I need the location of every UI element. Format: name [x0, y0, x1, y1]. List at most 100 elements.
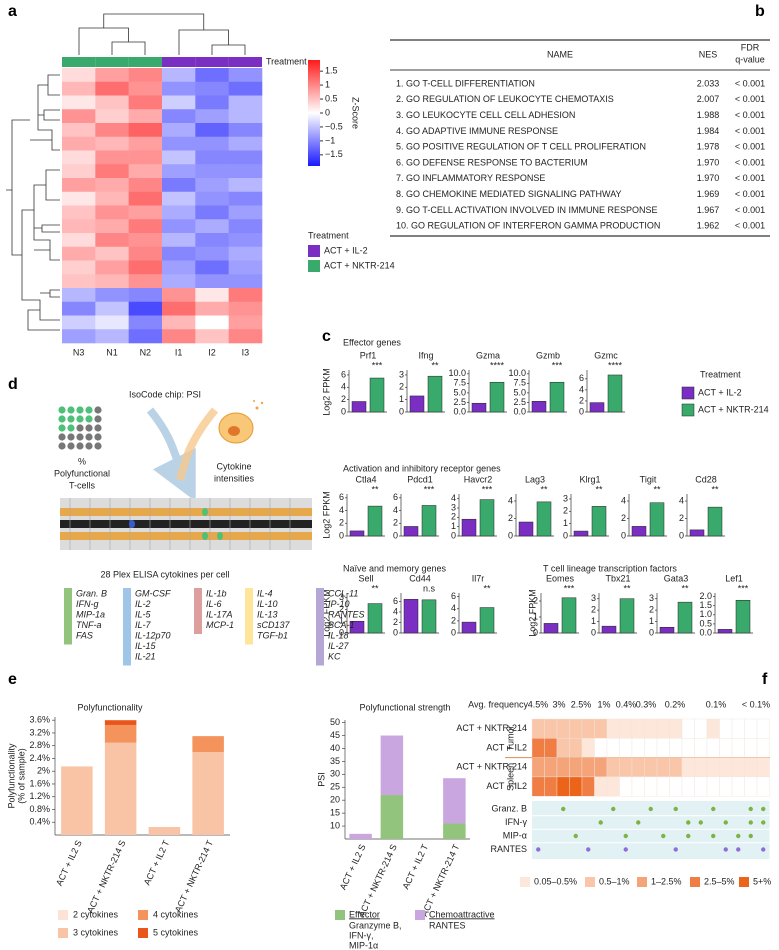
- cytokine-name: IL-18: [328, 630, 349, 640]
- bar: [409, 395, 425, 413]
- section-title: T cell lineage transcription factors: [543, 563, 677, 573]
- heatmap-cell: [162, 301, 196, 316]
- legend-swatch: [335, 910, 345, 920]
- cytokine-dot: [673, 806, 678, 812]
- bar: [707, 506, 723, 537]
- x-tick-label: ACT + IL2 T: [401, 842, 431, 891]
- heatmap-cell: [195, 329, 229, 344]
- cytokine-label: MIP-α: [503, 830, 527, 840]
- y-tick-label: 2: [393, 518, 398, 528]
- heatmap-cell: [62, 205, 96, 220]
- heatmap-cell: [162, 219, 196, 234]
- gene-label: Lag3: [525, 474, 545, 484]
- heatmap-cell: [162, 246, 196, 261]
- frequency-cell: [581, 738, 595, 758]
- section-title: Naïve and memory genes: [343, 563, 447, 573]
- cytokine-dot: [723, 820, 728, 825]
- frequency-cell: [531, 776, 545, 797]
- cytokine-dot: [698, 820, 703, 825]
- heatmap-cell: [128, 329, 163, 344]
- y-tick-label: 2: [451, 512, 456, 522]
- frequency-cell: [631, 738, 645, 758]
- legend-swatch: [58, 910, 68, 920]
- bar: [717, 629, 733, 634]
- y-tick-label: 0: [533, 627, 538, 637]
- x-tick-label: ACT + IL2 S: [54, 839, 84, 888]
- y-tick-label: 2.4%: [29, 753, 50, 763]
- frequency-cell: [531, 718, 545, 739]
- bar: [403, 599, 419, 634]
- heatmap-cell: [195, 246, 229, 261]
- treatment-bar: [195, 57, 229, 67]
- y-tick-label: 0: [649, 627, 654, 637]
- heatmap-cell: [62, 123, 96, 138]
- table-cell: 2.033: [697, 78, 720, 88]
- heatmap-cell: [228, 164, 263, 179]
- bar: [421, 505, 437, 537]
- treatment-bar: [162, 57, 196, 67]
- gene-label: Havcr2: [464, 474, 493, 484]
- bar: [427, 375, 443, 413]
- column-label: N2: [140, 347, 152, 357]
- frequency-cell: [669, 757, 683, 778]
- heatmap-cell: [62, 191, 96, 206]
- heatmap-cell: [62, 136, 96, 151]
- heatmap-cell: [62, 301, 96, 316]
- frequency-cell: [744, 776, 758, 797]
- bar-segment: [104, 724, 137, 743]
- y-axis-label: Log2 FPKM: [527, 589, 537, 637]
- heatmap-cell: [228, 68, 263, 83]
- heatmap-cell: [162, 150, 196, 165]
- colorbar-tick-label: 0.5: [325, 93, 338, 103]
- heatmap-cell: [162, 136, 196, 151]
- cytokine-name: CCL-11: [328, 588, 358, 598]
- heatmap-cell: [228, 260, 263, 275]
- y-tick-label: 4: [579, 384, 584, 394]
- y-tick-label: 3: [451, 502, 456, 512]
- table-cell: 1.962: [697, 221, 720, 231]
- table-cell: 5. GO POSITIVE REGULATION OF T CELL PROL…: [396, 142, 646, 152]
- heatmap-cell: [62, 95, 96, 110]
- heatmap-cell: [62, 68, 96, 83]
- y-tick-label: 2: [591, 605, 596, 615]
- cytokine-name: IL-17A: [206, 609, 233, 619]
- table-header: NAME: [547, 49, 573, 59]
- heatmap-cell: [128, 233, 163, 248]
- y-tick-label: 4: [393, 606, 398, 616]
- frequency-cell: [731, 776, 745, 797]
- y-tick-label: 1.6%: [29, 778, 50, 788]
- table-cell: 8. GO CHEMOKINE MEDIATED SIGNALING PATHW…: [396, 189, 622, 199]
- heatmap-cell: [128, 191, 163, 206]
- frequency-cell: [669, 738, 683, 758]
- frequency-cell: [656, 757, 670, 778]
- heatmap-cell: [162, 95, 196, 110]
- heatmap-cell: [195, 233, 229, 248]
- heatmap-cell: [95, 95, 129, 110]
- column-label: N3: [73, 347, 85, 357]
- frequency-cell: [681, 738, 695, 758]
- frequency-cell: [619, 738, 633, 758]
- heatmap-cell: [95, 315, 129, 330]
- colorbar-tick-label: −0.5: [325, 121, 343, 131]
- frequency-cell: [556, 776, 570, 797]
- legend-label: 0.05–0.5%: [534, 876, 577, 886]
- frequency-label: 0.1%: [706, 699, 727, 709]
- heatmap-cell: [162, 81, 196, 96]
- frequency-cell: [731, 738, 745, 758]
- frequency-cell: [569, 757, 583, 778]
- frequency-cell: [619, 718, 633, 739]
- cytokine-dot: [761, 847, 766, 852]
- table-cell: 6. GO DEFENSE RESPONSE TO BACTERIUM: [396, 157, 588, 167]
- bar-segment: [192, 736, 224, 753]
- heatmap-cell: [128, 136, 163, 151]
- heatmap-cell: [228, 95, 263, 110]
- y-tick-label: 2: [579, 395, 584, 405]
- heatmap-cell: [128, 288, 163, 303]
- table-cell: < 0.001: [735, 94, 765, 104]
- cytokine-dot: [711, 806, 716, 812]
- y-tick-label: 0: [591, 627, 596, 637]
- treatment-label: Treatment: [266, 56, 307, 66]
- table-cell: < 0.001: [735, 189, 765, 199]
- frequency-cell: [669, 776, 683, 797]
- heatmap-cell: [162, 288, 196, 303]
